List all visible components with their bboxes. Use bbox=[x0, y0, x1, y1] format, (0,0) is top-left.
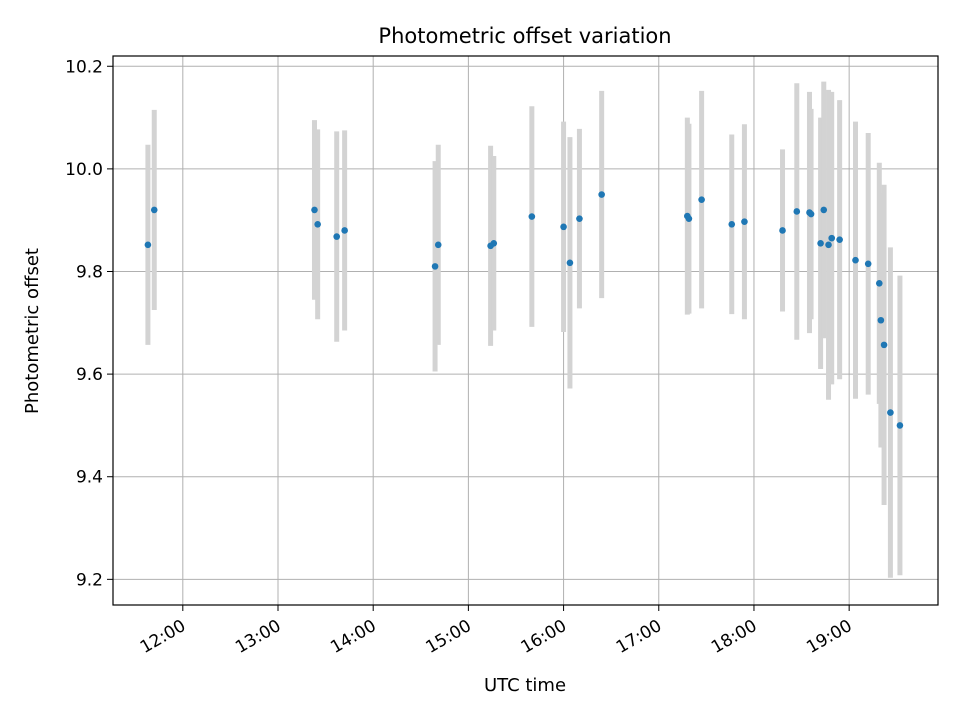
data-point bbox=[566, 259, 574, 267]
data-point bbox=[333, 233, 341, 240]
y-axis: 9.2 9.4 9.6 9.8 10.0 10.2 bbox=[65, 57, 113, 590]
data-point bbox=[877, 316, 885, 324]
data-point bbox=[793, 208, 801, 215]
data-point bbox=[311, 206, 318, 214]
data-point bbox=[685, 215, 693, 222]
data-point bbox=[807, 210, 815, 218]
plot-frame bbox=[112, 55, 939, 606]
data-point bbox=[576, 215, 583, 222]
y-tick-label: 10.0 bbox=[65, 160, 103, 180]
data-point bbox=[598, 191, 605, 198]
data-point bbox=[434, 241, 442, 249]
data-point bbox=[528, 213, 536, 220]
data-point bbox=[728, 220, 736, 228]
data-point bbox=[341, 227, 348, 234]
data-points bbox=[144, 191, 904, 429]
data-point bbox=[144, 241, 152, 249]
x-axis-title: UTC time bbox=[484, 675, 566, 696]
data-point bbox=[817, 239, 824, 247]
data-point bbox=[836, 236, 843, 243]
y-axis-title: Photometric offset bbox=[22, 248, 43, 414]
data-point bbox=[825, 241, 832, 249]
data-point bbox=[828, 234, 836, 242]
data-point bbox=[314, 220, 321, 228]
data-point bbox=[852, 256, 859, 264]
chart-title: Photometric offset variation bbox=[378, 24, 671, 48]
data-point bbox=[875, 279, 883, 287]
data-point bbox=[150, 206, 158, 214]
y-tick-label: 10.2 bbox=[65, 57, 103, 77]
data-point bbox=[490, 239, 498, 247]
data-point bbox=[896, 422, 904, 429]
data-point bbox=[887, 409, 894, 416]
y-tick-label: 9.6 bbox=[76, 365, 103, 385]
data-point bbox=[820, 206, 828, 214]
data-point bbox=[880, 341, 888, 349]
y-tick-label: 9.2 bbox=[76, 570, 103, 590]
data-point bbox=[698, 196, 705, 203]
data-point bbox=[431, 263, 439, 270]
data-point bbox=[560, 223, 567, 231]
data-point bbox=[864, 260, 872, 268]
y-tick-label: 9.4 bbox=[76, 468, 103, 488]
data-point bbox=[741, 218, 748, 226]
data-point bbox=[779, 227, 786, 234]
y-tick-label: 9.8 bbox=[76, 262, 103, 282]
